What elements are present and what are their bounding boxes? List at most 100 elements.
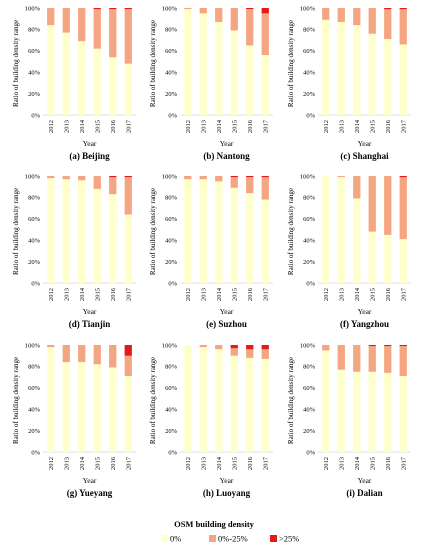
y-tick-label: 0% (168, 449, 177, 456)
bar-segment (353, 371, 361, 452)
bar-segment (78, 41, 86, 115)
x-tick-label: 2013 (63, 288, 70, 301)
x-tick-label: 2012 (48, 288, 55, 301)
x-tick-label: 2015 (94, 457, 101, 470)
bar-segment (337, 8, 345, 22)
bar-segment (47, 8, 55, 26)
y-tick-label: 80% (165, 364, 178, 371)
bar-segment (109, 176, 117, 178)
x-tick-label: 2012 (48, 457, 55, 470)
bar-segment (399, 176, 407, 178)
x-tick-label: 2015 (369, 120, 376, 133)
x-tick-label: 2013 (338, 120, 345, 133)
y-tick-label: 0% (306, 280, 315, 287)
bar-segment (368, 231, 376, 283)
x-axis-title: Year (220, 476, 234, 485)
x-tick-label: 2017 (125, 119, 132, 133)
bar-segment (261, 8, 269, 14)
bar-segment (384, 345, 392, 347)
bar-segment (199, 179, 207, 283)
x-tick-label: 2014 (216, 456, 223, 470)
bar-segment (109, 57, 117, 115)
bar-segment (47, 178, 55, 283)
bar-segment (199, 13, 207, 116)
bar-segment (184, 8, 192, 10)
y-tick-label: 100% (25, 173, 41, 180)
bar-segment (47, 347, 55, 452)
panel-caption: (a) Beijing (69, 151, 110, 161)
bar-segment (93, 8, 101, 10)
y-tick-label: 80% (303, 364, 316, 371)
y-tick-label: 40% (165, 238, 178, 245)
bar-segment (93, 176, 101, 189)
bar-segment (399, 8, 407, 10)
x-axis-title: Year (83, 476, 97, 485)
bar-segment (230, 187, 238, 283)
bar-segment (199, 176, 207, 180)
bar-segment (124, 376, 132, 452)
x-tick-label: 2012 (323, 288, 330, 301)
panel-caption: (i) Dalian (346, 488, 382, 498)
x-axis-title: Year (358, 307, 372, 316)
y-tick-label: 20% (28, 428, 41, 435)
y-tick-label: 100% (162, 342, 178, 349)
legend-swatch (270, 535, 277, 542)
x-tick-label: 2014 (354, 456, 361, 470)
bar-segment (215, 181, 223, 283)
x-tick-label: 2017 (125, 287, 132, 301)
y-tick-label: 0% (31, 112, 40, 119)
x-tick-label: 2016 (247, 287, 254, 301)
bar-segment (124, 355, 132, 377)
bar-segment (230, 355, 238, 452)
x-tick-label: 2016 (385, 119, 392, 133)
bar-segment (93, 9, 101, 49)
bar-segment (124, 177, 132, 215)
legend-label: >25% (279, 534, 299, 544)
x-tick-label: 2017 (262, 119, 269, 133)
bar-segment (399, 9, 407, 45)
bar-segment (93, 364, 101, 452)
y-tick-label: 80% (28, 27, 41, 34)
bar-segment (261, 349, 269, 359)
x-tick-label: 2016 (110, 456, 117, 470)
bar-segment (246, 357, 254, 452)
bar-segment (246, 345, 254, 350)
bar-segment (384, 8, 392, 10)
panel-caption: (b) Nantong (203, 151, 250, 161)
y-tick-label: 0% (31, 449, 40, 456)
y-tick-label: 0% (168, 112, 177, 119)
x-tick-label: 2013 (200, 120, 207, 133)
x-tick-label: 2013 (338, 457, 345, 470)
bar-segment (124, 176, 132, 178)
bar-segment (215, 349, 223, 452)
x-tick-label: 2017 (262, 287, 269, 301)
bar-segment (93, 48, 101, 115)
bar-segment (230, 8, 238, 31)
bar-segment (47, 25, 55, 115)
y-tick-label: 80% (165, 27, 178, 34)
y-axis-title: Ratio of building density range (149, 20, 157, 107)
y-tick-label: 40% (303, 238, 316, 245)
panel-caption: (e) Suzhou (206, 319, 247, 329)
y-tick-label: 40% (303, 407, 316, 414)
bar-segment (230, 176, 238, 178)
bar-segment (109, 177, 117, 195)
bar-segment (322, 19, 330, 115)
y-tick-label: 80% (28, 195, 41, 202)
bar-segment (230, 345, 238, 349)
y-axis-title: Ratio of building density range (149, 357, 157, 444)
y-tick-label: 40% (165, 70, 178, 77)
panel-caption: (f) Yangzhou (340, 319, 389, 329)
y-tick-label: 20% (303, 259, 316, 266)
bar-segment (261, 177, 269, 200)
y-tick-label: 60% (303, 216, 316, 223)
bar-segment (215, 21, 223, 115)
bar-segment (384, 9, 392, 40)
bar-segment (246, 193, 254, 283)
x-tick-label: 2012 (185, 457, 192, 470)
x-tick-label: 2017 (262, 456, 269, 470)
bar-segment (337, 345, 345, 370)
bar-segment (261, 358, 269, 452)
bar-segment (109, 9, 117, 58)
x-tick-label: 2016 (247, 456, 254, 470)
